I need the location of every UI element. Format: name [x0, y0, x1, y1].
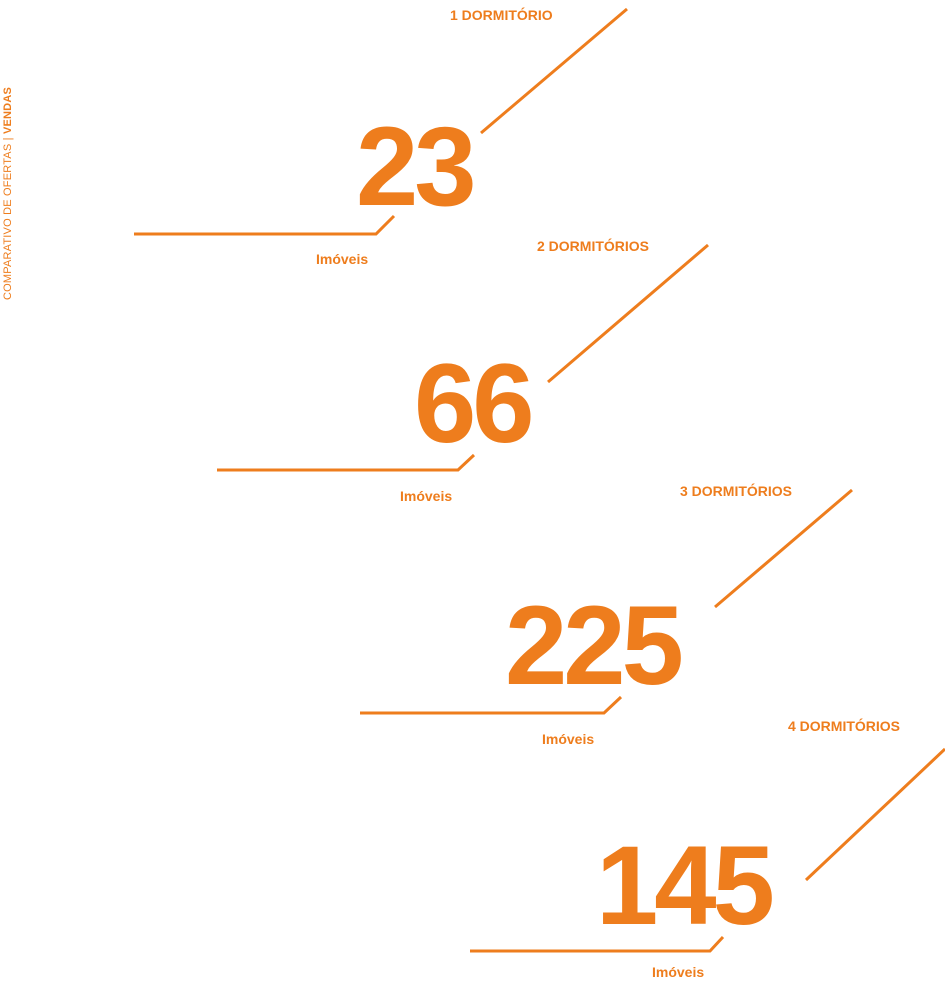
group-4-count: 145: [596, 823, 775, 948]
group-4-category-label: 4 DORMITÓRIOS: [788, 718, 901, 734]
group-3-diagonal-line: [714, 488, 853, 609]
group-4-unit-label: Imóveis: [652, 964, 705, 980]
group-2-diagonal-line: [547, 243, 709, 384]
group-1-diagonal-line: [480, 7, 628, 135]
group-1-category-label: 1 DORMITÓRIO: [450, 7, 553, 23]
group-3-baseline: [360, 695, 623, 715]
group-2-category-label: 2 DORMITÓRIOS: [537, 238, 650, 254]
group-4-baseline: [470, 935, 725, 953]
group-1-baseline: [134, 214, 396, 236]
group-1-count: 23: [356, 104, 477, 229]
group-2-baseline: [217, 453, 476, 472]
group-1-unit-label: Imóveis: [316, 251, 369, 267]
group-4-diagonal-line: [804, 747, 945, 882]
group-3-category-label: 3 DORMITÓRIOS: [680, 483, 793, 499]
group-2-count: 66: [414, 341, 535, 466]
group-3-count: 225: [505, 583, 684, 708]
group-2-unit-label: Imóveis: [400, 488, 453, 504]
group-3-unit-label: Imóveis: [542, 731, 595, 747]
